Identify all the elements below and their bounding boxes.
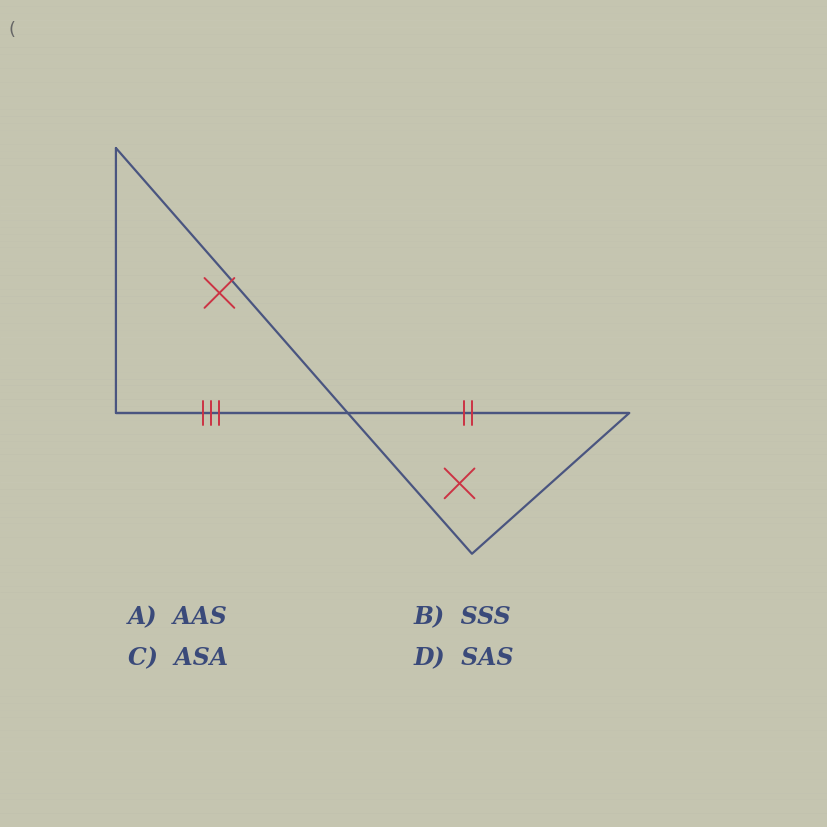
Text: (: ( — [8, 21, 15, 39]
Text: C)  ASA: C) ASA — [128, 646, 228, 669]
Text: B)  SSS: B) SSS — [414, 605, 511, 628]
Text: D)  SAS: D) SAS — [414, 646, 514, 669]
Text: A)  AAS: A) AAS — [128, 605, 227, 628]
